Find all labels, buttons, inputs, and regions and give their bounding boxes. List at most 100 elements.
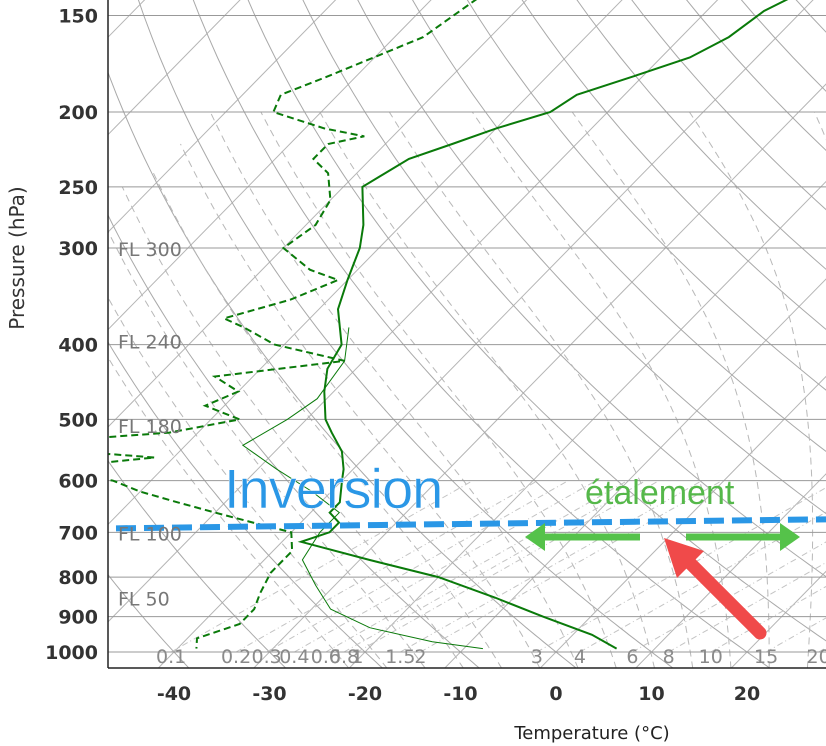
- dry-adiabat: [576, 0, 826, 270]
- y-tick-label: 800: [58, 567, 98, 589]
- mixing-ratio-label: 10: [699, 646, 723, 668]
- moist-adiabat: [688, 111, 814, 668]
- moist-adiabat: [209, 111, 579, 668]
- dry-adiabat: [137, 0, 674, 668]
- y-tick-label: 900: [58, 607, 98, 629]
- mixing-ratio-label: 0.8: [329, 646, 359, 668]
- mixing-ratio-line: [420, 480, 723, 653]
- mixing-ratio-line: [668, 562, 826, 653]
- mixing-ratio-line: [170, 480, 474, 653]
- dry-adiabat: [192, 0, 771, 668]
- dry-adiabat: [466, 0, 826, 391]
- moist-adiabat: [260, 111, 617, 668]
- y-tick-label: 400: [58, 335, 98, 357]
- isotherm-line: [108, 0, 337, 233]
- y-tick-label: 500: [58, 409, 98, 431]
- isotherm-line: [635, 473, 826, 668]
- spread-arrow-left: [525, 523, 640, 551]
- mixing-ratio-line: [266, 480, 569, 653]
- sounding-dashed-line: [108, 0, 478, 649]
- mixing-ratio-label: 0.6: [311, 646, 341, 668]
- moist-adiabat: [388, 111, 694, 668]
- y-tick-label: 300: [58, 238, 98, 260]
- moist-adiabat: [471, 111, 732, 668]
- inversion-label: Inversion: [224, 457, 442, 520]
- x-tick-label: -40: [157, 683, 191, 705]
- isotherm-line: [108, 0, 623, 526]
- x-tick-label: 0: [549, 683, 562, 705]
- chart-annotations: Inversion étalement: [115, 457, 826, 640]
- mixing-ratio-label: 0.1: [156, 646, 186, 668]
- y-tick-label: 600: [58, 471, 98, 493]
- mixing-ratio-line: [294, 480, 597, 653]
- dry-adiabat: [412, 0, 826, 453]
- isotherm-line: [108, 0, 432, 331]
- dry-adiabat: [108, 459, 287, 668]
- mixing-ratio-line: [765, 617, 826, 653]
- moist-adiabat: [108, 296, 388, 668]
- flight-level-label: FL 300: [118, 239, 182, 261]
- moist-adiabat: [813, 111, 826, 141]
- sounding-solid-line: [297, 0, 789, 650]
- dry-adiabat: [521, 0, 826, 331]
- mixing-ratio-label: 6: [626, 646, 638, 668]
- moist-adiabat: [180, 143, 541, 668]
- y-tick-label: 700: [58, 522, 98, 544]
- dry-adiabat: [357, 0, 826, 515]
- mixing-ratio-label: 0.3: [252, 646, 282, 668]
- isotherm-line: [0, 0, 56, 668]
- mixing-ratio-line: [357, 480, 660, 653]
- dry-adiabat: [108, 573, 190, 668]
- flight-level-label: FL 100: [118, 523, 182, 545]
- mixing-ratio-line: [343, 480, 646, 653]
- chart-grid: [0, 0, 826, 668]
- mixing-ratio-label: 15: [754, 646, 778, 668]
- x-tick-label: -20: [348, 683, 382, 705]
- spread-arrow-right: [686, 523, 800, 551]
- mixing-ratio-label: 0.2: [221, 646, 251, 668]
- mixing-ratio-line: [710, 585, 826, 653]
- mixing-ratio-label: 8: [663, 646, 675, 668]
- y-tick-label: 150: [58, 5, 98, 27]
- flight-level-label: FL 180: [118, 416, 182, 438]
- dry-adiabat: [247, 0, 826, 642]
- dry-adiabat: [302, 0, 826, 578]
- isotherm-line: [108, 0, 719, 623]
- x-tick-label: -10: [443, 683, 477, 705]
- moist-adiabat: [319, 111, 656, 668]
- isotherm-line: [108, 0, 241, 136]
- mixing-ratio-line: [325, 480, 628, 653]
- mixing-ratio-label: 4: [574, 646, 586, 668]
- y-tick-label: 200: [58, 102, 98, 124]
- mixing-ratio-label: 3: [531, 646, 543, 668]
- mixing-ratio-label: 2: [414, 646, 426, 668]
- mixing-ratio-line: [579, 511, 826, 653]
- isotherm-line: [539, 375, 826, 668]
- moist-adiabat: [571, 111, 770, 668]
- flight-level-label: FL 50: [118, 588, 170, 610]
- y-tick-label: 250: [58, 177, 98, 199]
- isotherm-line: [108, 0, 528, 428]
- pointer-arrow: [664, 538, 767, 640]
- mixing-ratio-line: [632, 541, 826, 653]
- y-axis-label: Pressure (hPa): [5, 186, 29, 329]
- chart-series: [108, 0, 789, 650]
- moist-adiabat: [153, 172, 503, 668]
- dry-adiabat: [795, 0, 826, 33]
- etalement-label: étalement: [585, 474, 735, 512]
- mixing-ratio-line: [400, 480, 703, 653]
- flight-level-label: FL 240: [118, 331, 182, 353]
- isotherm-line: [253, 83, 826, 668]
- inversion-dashed-line: [115, 516, 826, 532]
- mixing-ratio-label: 0.4: [279, 646, 309, 668]
- mixing-ratio-label: 1.5: [385, 646, 415, 668]
- x-tick-label: 10: [638, 683, 664, 705]
- moist-adiabat: [108, 356, 350, 668]
- sounding-thin-line: [241, 327, 483, 650]
- isotherm-line: [444, 278, 826, 668]
- x-axis-label: Temperature (°C): [513, 723, 669, 744]
- x-tick-label: 20: [734, 683, 760, 705]
- y-tick-label: 1000: [45, 642, 98, 664]
